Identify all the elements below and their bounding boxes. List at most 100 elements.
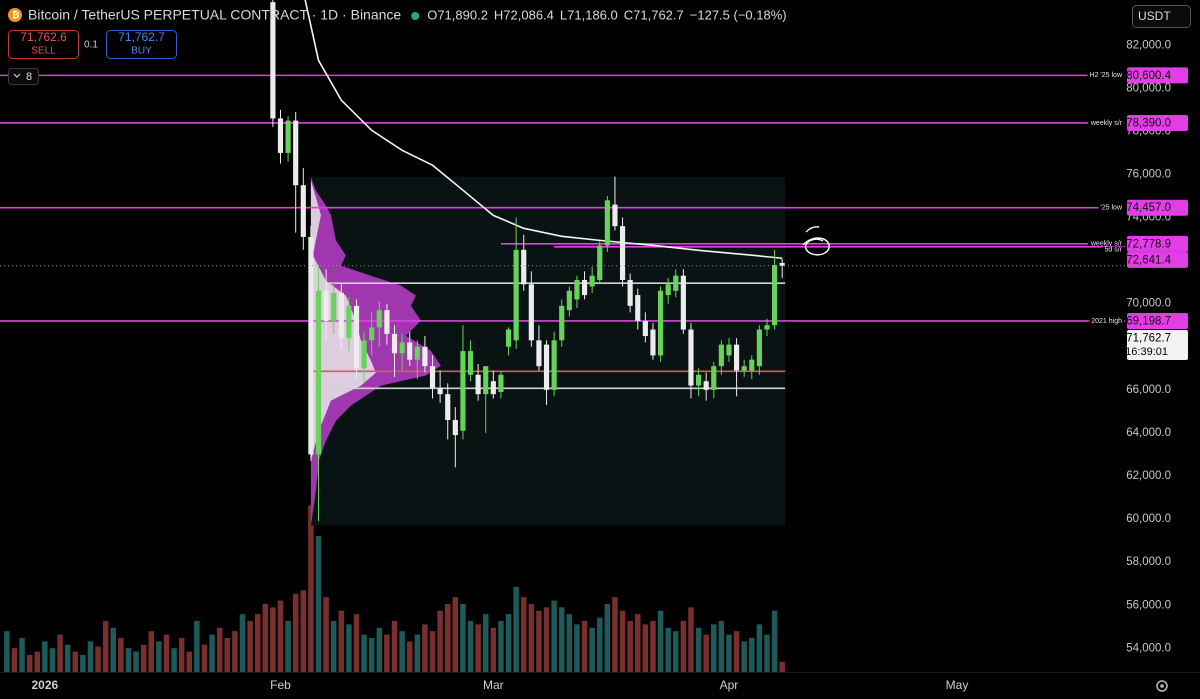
y-tick-label: 80,000.0 <box>1126 82 1171 94</box>
volume-bar <box>467 620 474 672</box>
candle-body <box>475 374 481 395</box>
volume-bar <box>627 620 633 672</box>
volume-bar <box>80 654 86 672</box>
candle-body <box>285 120 291 153</box>
volume-bar <box>581 620 588 672</box>
last-price-label: 71,762.7 <box>1126 332 1171 344</box>
volume-bar <box>695 627 702 672</box>
volume-bar <box>247 620 253 672</box>
candle-body <box>673 275 679 291</box>
symbol-header: ₿ Bitcoin / TetherUS PERPETUAL CONTRACT … <box>8 7 787 23</box>
candle-body <box>711 366 717 390</box>
candles <box>0 0 1125 522</box>
candle-body <box>270 2 276 119</box>
candle-body <box>338 292 344 339</box>
indicator-toggle[interactable]: 8 <box>8 68 39 85</box>
settings-icon[interactable] <box>1156 680 1168 692</box>
candle-body <box>467 351 474 375</box>
candle-body <box>566 290 572 311</box>
candle-body <box>369 327 375 341</box>
bitcoin-icon <box>8 8 22 22</box>
volume-bar <box>703 634 709 672</box>
candle-body <box>437 387 443 395</box>
sell-label: SELL <box>31 46 56 57</box>
volume-bar <box>42 641 48 672</box>
volume-bar <box>232 631 238 672</box>
candle-body <box>764 325 770 330</box>
candle-body <box>703 381 709 390</box>
candle-body <box>460 351 466 431</box>
volume-bar <box>300 590 307 672</box>
price-axis: 82,000.080,000.078,000.076,000.074,000.0… <box>1125 39 1188 654</box>
order-quantity[interactable]: 0.1 <box>84 40 98 51</box>
x-tick-label: 2026 <box>31 678 58 692</box>
volume-bar <box>444 603 451 672</box>
candle-body <box>429 366 436 388</box>
level-price-label: 78,390.0 <box>1126 118 1171 130</box>
volume-bar <box>688 607 694 672</box>
volume-bar <box>779 661 785 672</box>
volume-bar <box>657 610 664 672</box>
volume-bar <box>376 627 383 672</box>
level-label-bg <box>1089 317 1125 325</box>
candle-body <box>756 329 762 367</box>
currency-dropdown[interactable]: USDT <box>1132 5 1191 28</box>
buy-button[interactable]: 71,762.7 BUY <box>106 30 177 59</box>
volume-bar <box>186 651 193 672</box>
volume-bar <box>330 620 337 672</box>
candle-body <box>612 204 618 227</box>
bitcoin-icon-glyph: ₿ <box>12 10 19 20</box>
level-label: weekly s/r <box>1090 241 1123 248</box>
volume-bar <box>338 610 345 672</box>
candle-body <box>513 249 519 341</box>
volume-bar <box>216 627 223 672</box>
level-price-label: 74,457.0 <box>1126 202 1171 214</box>
candle-body <box>551 340 557 390</box>
candle-body <box>308 236 314 455</box>
volume-bar <box>680 620 687 672</box>
market-status-dot <box>411 12 420 20</box>
volume-bar <box>102 620 109 672</box>
volume-bar <box>399 631 405 672</box>
ohlc-close: C71,762.7 <box>624 7 684 22</box>
candle-body <box>315 290 322 455</box>
x-tick-label: May <box>946 678 969 692</box>
candle-body <box>528 284 534 341</box>
last-price-box <box>1127 329 1188 360</box>
candle-body <box>505 329 512 347</box>
volume-bar <box>163 634 170 672</box>
volume-bar <box>665 627 671 672</box>
level-label: H2 '25 low <box>1090 72 1123 79</box>
volume-bar <box>597 617 603 672</box>
sell-button[interactable]: 71,762.6 SELL <box>8 30 79 59</box>
volume-bar <box>353 614 360 672</box>
candle-body <box>361 340 367 369</box>
level-price-box <box>1127 312 1188 329</box>
profile-histogram <box>310 176 376 526</box>
volume-bar <box>756 624 763 672</box>
level-price-box <box>1127 114 1188 131</box>
volume-bar <box>140 644 147 672</box>
volume-bar <box>482 614 489 672</box>
x-tick-label: Feb <box>270 678 291 692</box>
y-tick-label: 60,000.0 <box>1126 513 1171 525</box>
volume-bar <box>650 620 656 672</box>
candle-body <box>490 381 496 395</box>
volume-bar <box>270 607 276 672</box>
candle-body <box>293 120 299 186</box>
volume-bar <box>262 603 269 672</box>
volume-bar <box>422 624 428 672</box>
candle-body <box>680 275 686 330</box>
volume-bar <box>414 634 421 672</box>
volume-bar <box>559 607 565 672</box>
volume-bar <box>148 631 155 672</box>
volume-bar <box>368 637 375 672</box>
volume-bar <box>292 593 299 672</box>
volume-bar <box>452 597 459 672</box>
candle-body <box>604 200 610 246</box>
volume-bar <box>718 620 725 672</box>
sell-price: 71,762.6 <box>20 30 67 44</box>
